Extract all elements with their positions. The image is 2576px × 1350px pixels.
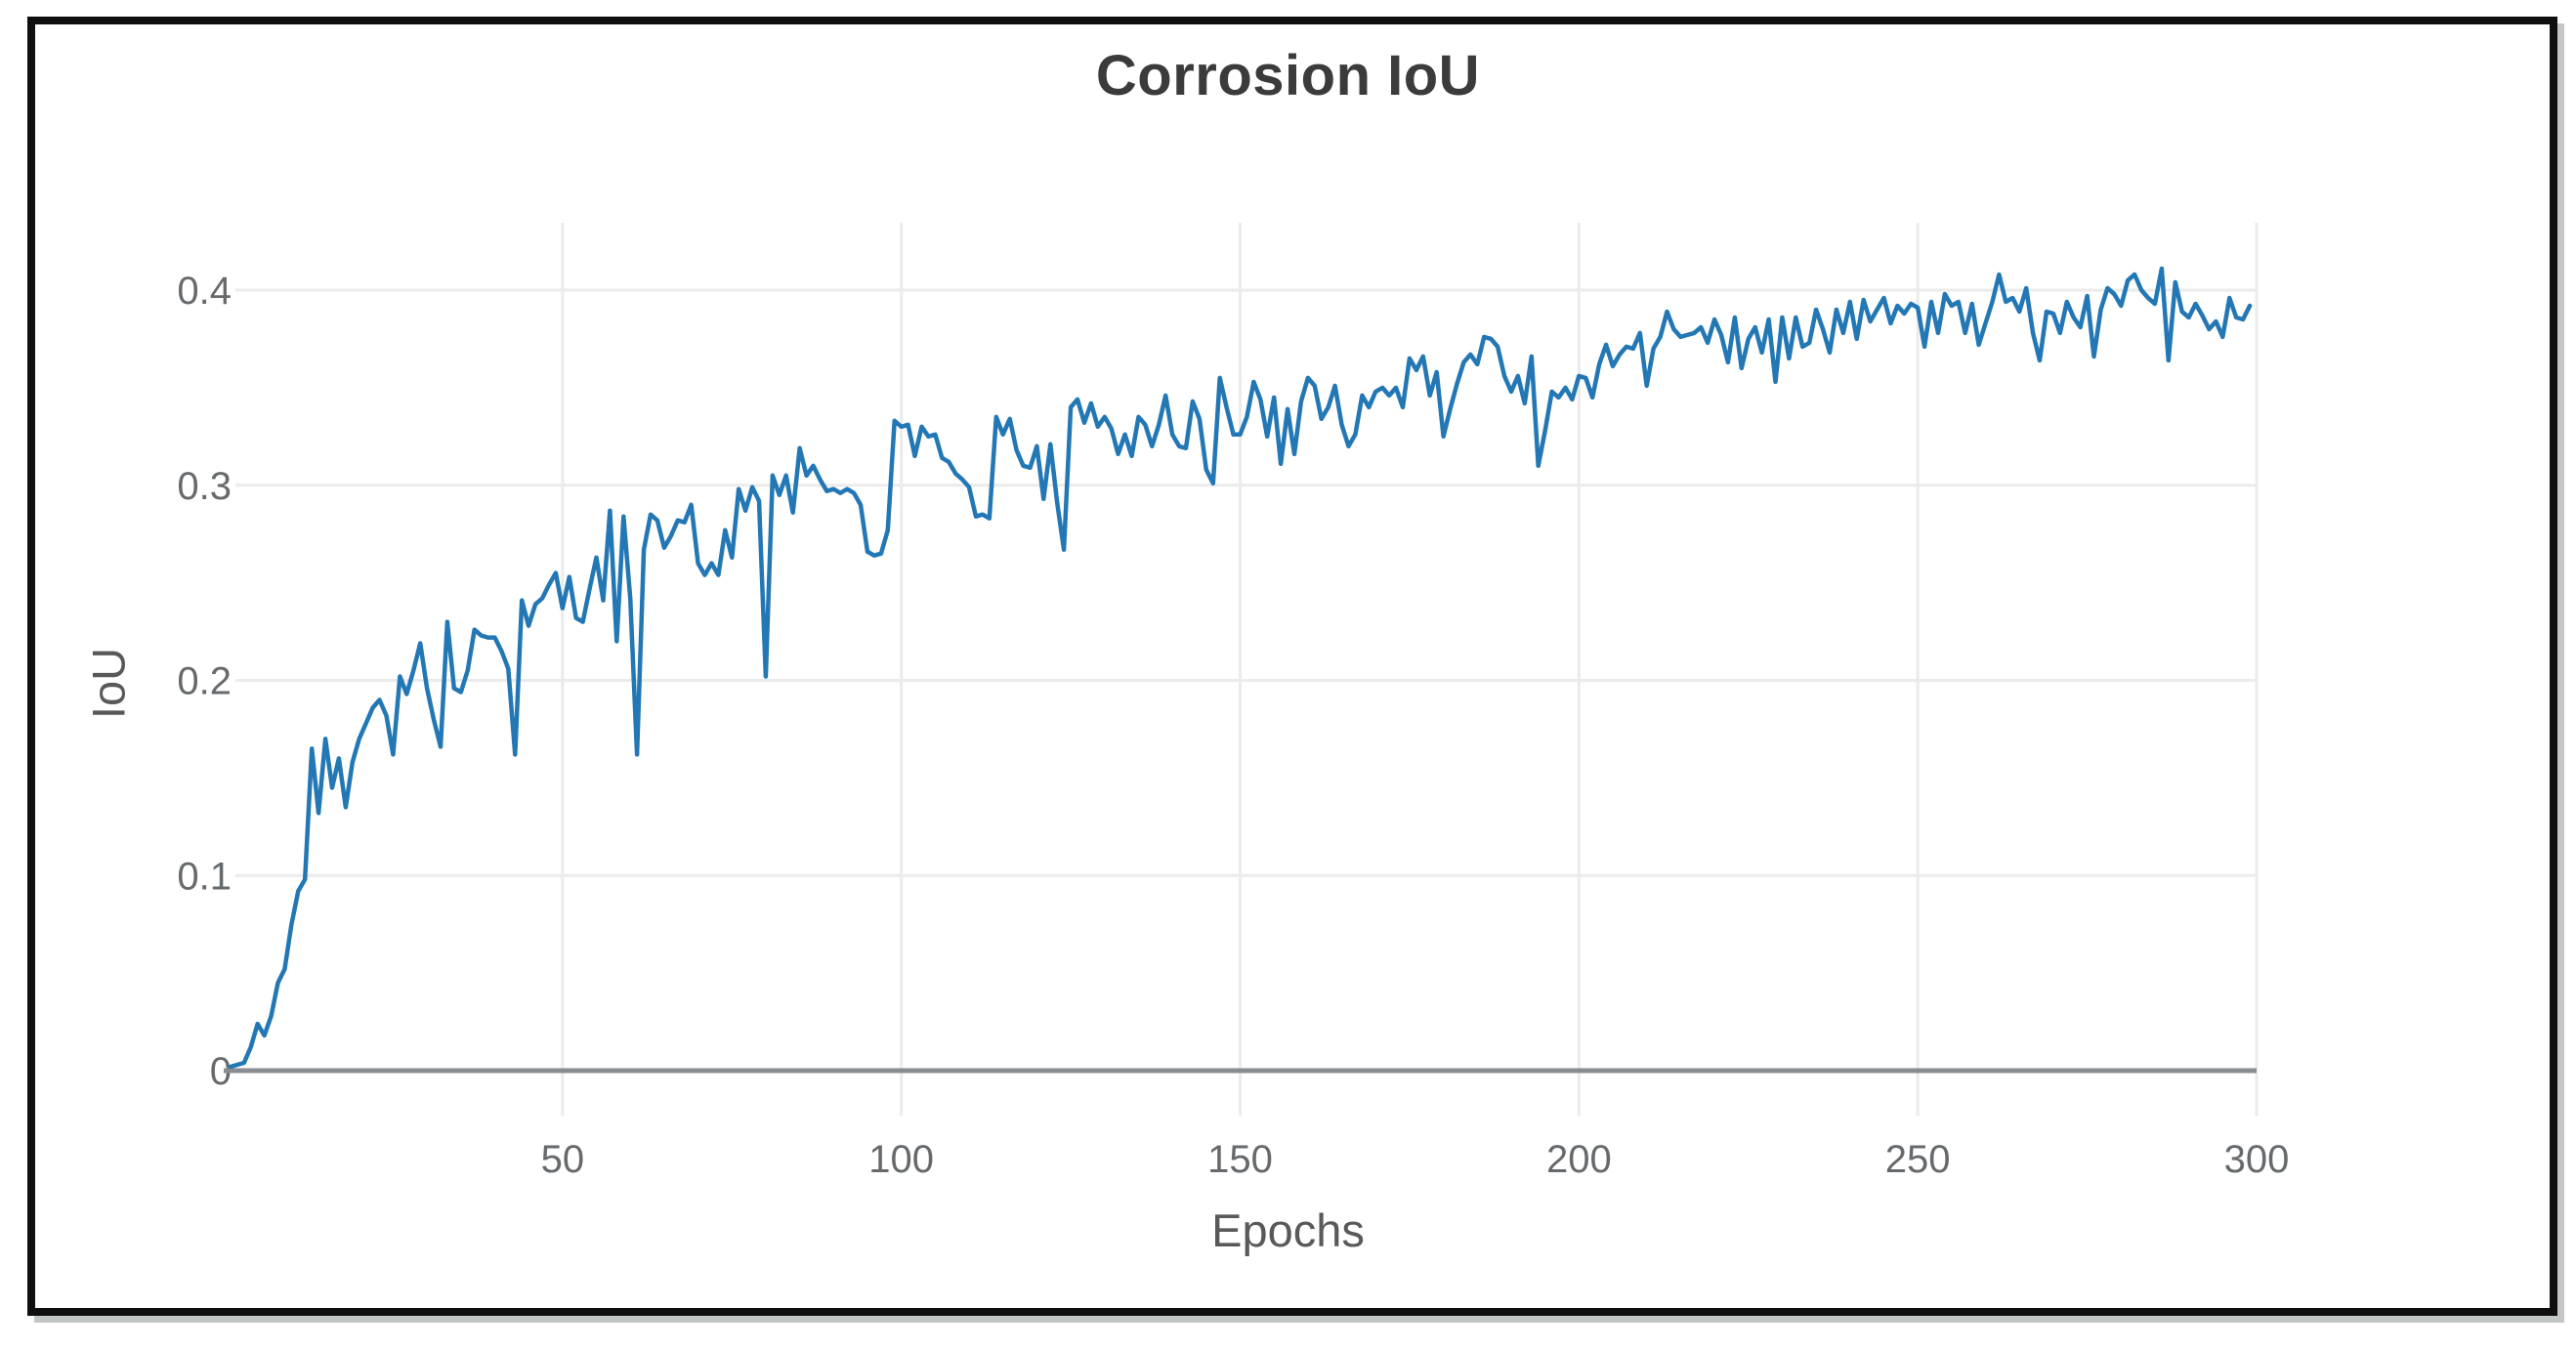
figure-frame: [27, 17, 2557, 1316]
y-tick-label: 0.3: [177, 465, 232, 508]
x-axis-title: Epochs: [1211, 1204, 1365, 1256]
chart-title: Corrosion IoU: [1095, 44, 1481, 107]
x-tick-label: 200: [1546, 1138, 1612, 1181]
y-tick-label: 0.1: [177, 855, 232, 898]
y-tick-label: 0: [210, 1050, 232, 1093]
x-tick-label: 50: [541, 1138, 585, 1181]
iou-line-series: [228, 266, 2253, 1070]
x-tick-label: 250: [1885, 1138, 1951, 1181]
y-tick-label: 0.2: [177, 660, 232, 703]
x-tick-label: 150: [1207, 1138, 1273, 1181]
x-tick-label: 100: [868, 1138, 934, 1181]
x-tick-label: 300: [2224, 1138, 2290, 1181]
y-axis-title: IoU: [82, 647, 135, 720]
y-tick-label: 0.4: [177, 270, 232, 313]
